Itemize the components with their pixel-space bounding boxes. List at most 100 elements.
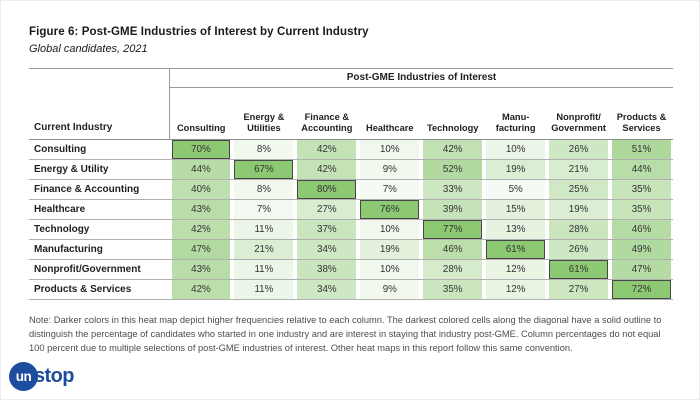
heatmap-cell: 9% (358, 159, 422, 180)
table-row: Healthcare 43% 7% 27% 76% 39% 15% 19% 35% (29, 199, 673, 220)
heatmap-cell: 42% (169, 219, 233, 240)
heatmap-cell: 46% (610, 219, 673, 240)
heatmap-cell: 42% (295, 139, 359, 160)
row-label: Products & Services (29, 279, 170, 300)
group-header: Post-GME Industries of Interest (169, 68, 673, 88)
heatmap-cell: 42% (169, 279, 233, 300)
heatmap-cell: 42% (295, 159, 359, 180)
row-header-label: Current Industry (29, 68, 170, 140)
heatmap-cell: 39% (421, 199, 485, 220)
heatmap-cell: 43% (169, 259, 233, 280)
unstop-logo: un stop (9, 362, 74, 391)
heatmap-cell: 43% (169, 199, 233, 220)
table-row: Technology 42% 11% 37% 10% 77% 13% 28% 46% (29, 219, 673, 240)
unstop-logo-circle: un (9, 362, 38, 391)
heatmap-cell: 25% (547, 179, 611, 200)
heatmap-cell: 12% (484, 259, 548, 280)
heatmap-cell: 52% (421, 159, 485, 180)
heatmap-cell: 5% (484, 179, 548, 200)
heatmap-cell: 21% (232, 239, 296, 260)
heatmap-cell: 51% (610, 139, 673, 160)
heatmap-cell: 35% (610, 199, 673, 220)
heatmap-cell: 28% (421, 259, 485, 280)
row-label: Nonprofit/Government (29, 259, 170, 280)
heatmap-cell: 70% (169, 139, 233, 160)
table-row: Consulting 70% 8% 42% 10% 42% 10% 26% 51% (29, 139, 673, 160)
column-header: Consulting (169, 87, 233, 140)
heatmap-cell: 26% (547, 139, 611, 160)
heatmap-cell: 38% (295, 259, 359, 280)
table-row: Finance & Accounting 40% 8% 80% 7% 33% 5% 25% 35… (29, 179, 673, 200)
heatmap-cell: 13% (484, 219, 548, 240)
table-row: Energy & Utility 44% 67% 42% 9% 52% 19% 21% 44% (29, 159, 673, 180)
heatmap-cell: 37% (295, 219, 359, 240)
heatmap-cell: 72% (610, 279, 673, 300)
row-label: Consulting (29, 139, 170, 160)
column-header: Finance & Accounting (301, 112, 353, 134)
row-label: Healthcare (29, 199, 170, 220)
heatmap-cell: 7% (232, 199, 296, 220)
heatmap-cell: 7% (358, 179, 422, 200)
heatmap-cell: 44% (169, 159, 233, 180)
heatmap-cell: 19% (358, 239, 422, 260)
heatmap-cell: 11% (232, 279, 296, 300)
figure-note: Note: Darker colors in this heat map dep… (29, 315, 662, 353)
figure-title: Figure 6: Post-GME Industries of Interes… (29, 26, 369, 38)
row-label: Manufacturing (29, 239, 170, 260)
heatmap-cell: 19% (547, 199, 611, 220)
heatmap-cell: 10% (358, 259, 422, 280)
heatmap-cell: 8% (232, 139, 296, 160)
heatmap-cell: 49% (610, 239, 673, 260)
heatmap-cell: 8% (232, 179, 296, 200)
heatmap-cell: 27% (295, 199, 359, 220)
heatmap-cell: 10% (358, 219, 422, 240)
row-label: Finance & Accounting (29, 179, 170, 200)
heatmap-cell: 28% (547, 219, 611, 240)
heatmap-cell: 21% (547, 159, 611, 180)
heatmap-cell: 35% (610, 179, 673, 200)
heatmap-cell: 11% (232, 259, 296, 280)
heatmap-cell: 33% (421, 179, 485, 200)
unstop-logo-text: stop (34, 365, 74, 387)
heatmap-cell: 47% (169, 239, 233, 260)
heatmap-cell: 12% (484, 279, 548, 300)
heatmap-cell: 40% (169, 179, 233, 200)
heatmap-cell: 26% (547, 239, 611, 260)
heatmap-cell: 34% (295, 279, 359, 300)
heatmap-cell: 15% (484, 199, 548, 220)
heatmap-cell: 27% (547, 279, 611, 300)
heatmap-cell: 10% (358, 139, 422, 160)
heatmap-cell: 77% (421, 219, 485, 240)
heatmap-cell: 80% (295, 179, 359, 200)
heatmap-cell: 10% (484, 139, 548, 160)
heatmap-table: Current Industry Post-GME Industries of I… (29, 68, 673, 300)
heatmap-body: Consulting 70% 8% 42% 10% 42% 10% 26% 51% Energy … (29, 139, 673, 300)
table-row: Nonprofit/Government 43% 11% 38% 10% 28% 12% 61… (29, 259, 673, 280)
heatmap-cell: 46% (421, 239, 485, 260)
row-label: Technology (29, 219, 170, 240)
heatmap-cell: 35% (421, 279, 485, 300)
figure-subtitle: Global candidates, 2021 (29, 43, 148, 55)
column-header: Technology (426, 123, 479, 134)
column-header: Products & Services (616, 112, 667, 134)
unstop-logo-circle-text: un (15, 369, 32, 384)
column-header: Manu- facturing (495, 112, 536, 134)
heatmap-cell: 19% (484, 159, 548, 180)
heatmap-cell: 61% (484, 239, 548, 260)
heatmap-cell: 76% (358, 199, 422, 220)
heatmap-cell: 61% (547, 259, 611, 280)
heatmap-cell: 42% (421, 139, 485, 160)
heatmap-cell: 47% (610, 259, 673, 280)
row-label: Energy & Utility (29, 159, 170, 180)
heatmap-cell: 34% (295, 239, 359, 260)
heatmap-cell: 67% (232, 159, 296, 180)
heatmap-header: Current Industry Post-GME Industries of I… (29, 68, 673, 140)
column-header: Nonprofit/ Government (551, 112, 606, 134)
heatmap-cell: 44% (610, 159, 673, 180)
heatmap-cell: 11% (232, 219, 296, 240)
table-row: Manufacturing 47% 21% 34% 19% 46% 61% 26% 49% (29, 239, 673, 260)
column-header: Energy & Utilities (243, 112, 285, 134)
table-row: Products & Services 42% 11% 34% 9% 35% 12% 27% 7… (29, 279, 673, 300)
heatmap-cell: 9% (358, 279, 422, 300)
